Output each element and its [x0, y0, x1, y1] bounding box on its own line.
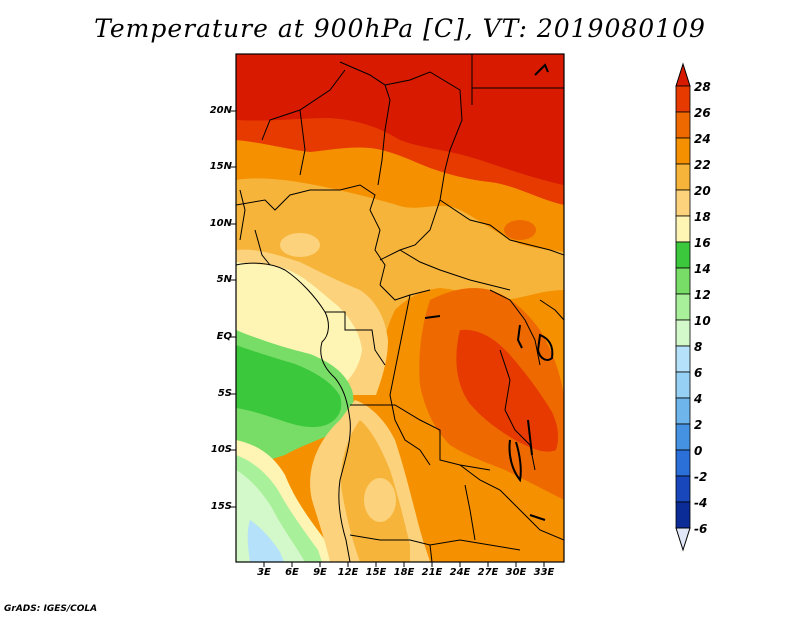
colorbar-label: -6 [694, 522, 708, 536]
lat-label: 10S [210, 444, 232, 455]
colorbar-segment [675, 345, 691, 373]
colorbar-label: 14 [694, 262, 711, 276]
lon-label: 12E [337, 567, 359, 578]
lakes [424, 63, 554, 521]
lat-label: 10N [209, 218, 232, 229]
lon-label: 33E [533, 567, 555, 578]
lat-label: 5N [216, 274, 232, 285]
lon-label: 18E [393, 567, 415, 578]
colorbar-label: 0 [694, 444, 703, 458]
colorbar-segment [675, 371, 691, 399]
colorbar-label: -4 [694, 496, 708, 510]
temperature-field [236, 54, 564, 562]
lon-ticks [263, 562, 545, 567]
colorbar-segment [675, 449, 691, 477]
colorbar-segment [675, 423, 691, 451]
colorbar-label: 4 [694, 392, 703, 406]
colorbar-segment [675, 215, 691, 243]
colorbar-label: 18 [694, 210, 711, 224]
colorbar-label: 22 [694, 158, 711, 172]
lat-label: EQ [216, 331, 232, 342]
colorbar-overflow-bottom [675, 527, 691, 552]
colorbar-segment [675, 501, 691, 529]
colorbar-segment [675, 267, 691, 295]
colorbar-label: 10 [694, 314, 711, 328]
colorbar [675, 62, 691, 552]
lat-label: 15S [210, 501, 232, 512]
credit-text: GrADS: IGES/COLA [4, 604, 98, 614]
lon-label: 15E [365, 567, 387, 578]
colorbar-segment [675, 163, 691, 191]
colorbar-label: 16 [694, 236, 711, 250]
lon-label: 21E [421, 567, 443, 578]
colorbar-label: 28 [694, 80, 711, 94]
colorbar-label: -2 [694, 470, 708, 484]
colorbar-label: 2 [694, 418, 703, 432]
map-title: Temperature at 900hPa [C], VT: 201908010… [94, 14, 706, 43]
colorbar-overflow-top [675, 62, 691, 87]
colorbar-label: 12 [694, 288, 711, 302]
map-frame [235, 53, 565, 563]
lat-ticks [231, 110, 236, 508]
lon-label: 27E [477, 567, 499, 578]
colorbar-label: 26 [694, 106, 711, 120]
colorbar-segment [675, 111, 691, 139]
colorbar-label: 8 [694, 340, 703, 354]
colorbar-label: 24 [694, 132, 711, 146]
lon-label: 24E [449, 567, 471, 578]
colorbar-segment [675, 475, 691, 503]
colorbar-segment [675, 293, 691, 321]
lat-label: 15N [209, 161, 232, 172]
lon-label: 9E [313, 567, 327, 578]
lat-label: 5S [217, 388, 232, 399]
colorbar-segment [675, 241, 691, 269]
colorbar-segment [675, 397, 691, 425]
colorbar-segment [675, 137, 691, 165]
lat-label: 20N [209, 105, 232, 116]
lon-label: 3E [257, 567, 271, 578]
colorbar-segment [675, 189, 691, 217]
colorbar-label: 20 [694, 184, 711, 198]
lon-label: 6E [285, 567, 299, 578]
colorbar-segment [675, 85, 691, 113]
colorbar-label: 6 [694, 366, 703, 380]
lon-label: 30E [505, 567, 527, 578]
colorbar-segment [675, 319, 691, 347]
